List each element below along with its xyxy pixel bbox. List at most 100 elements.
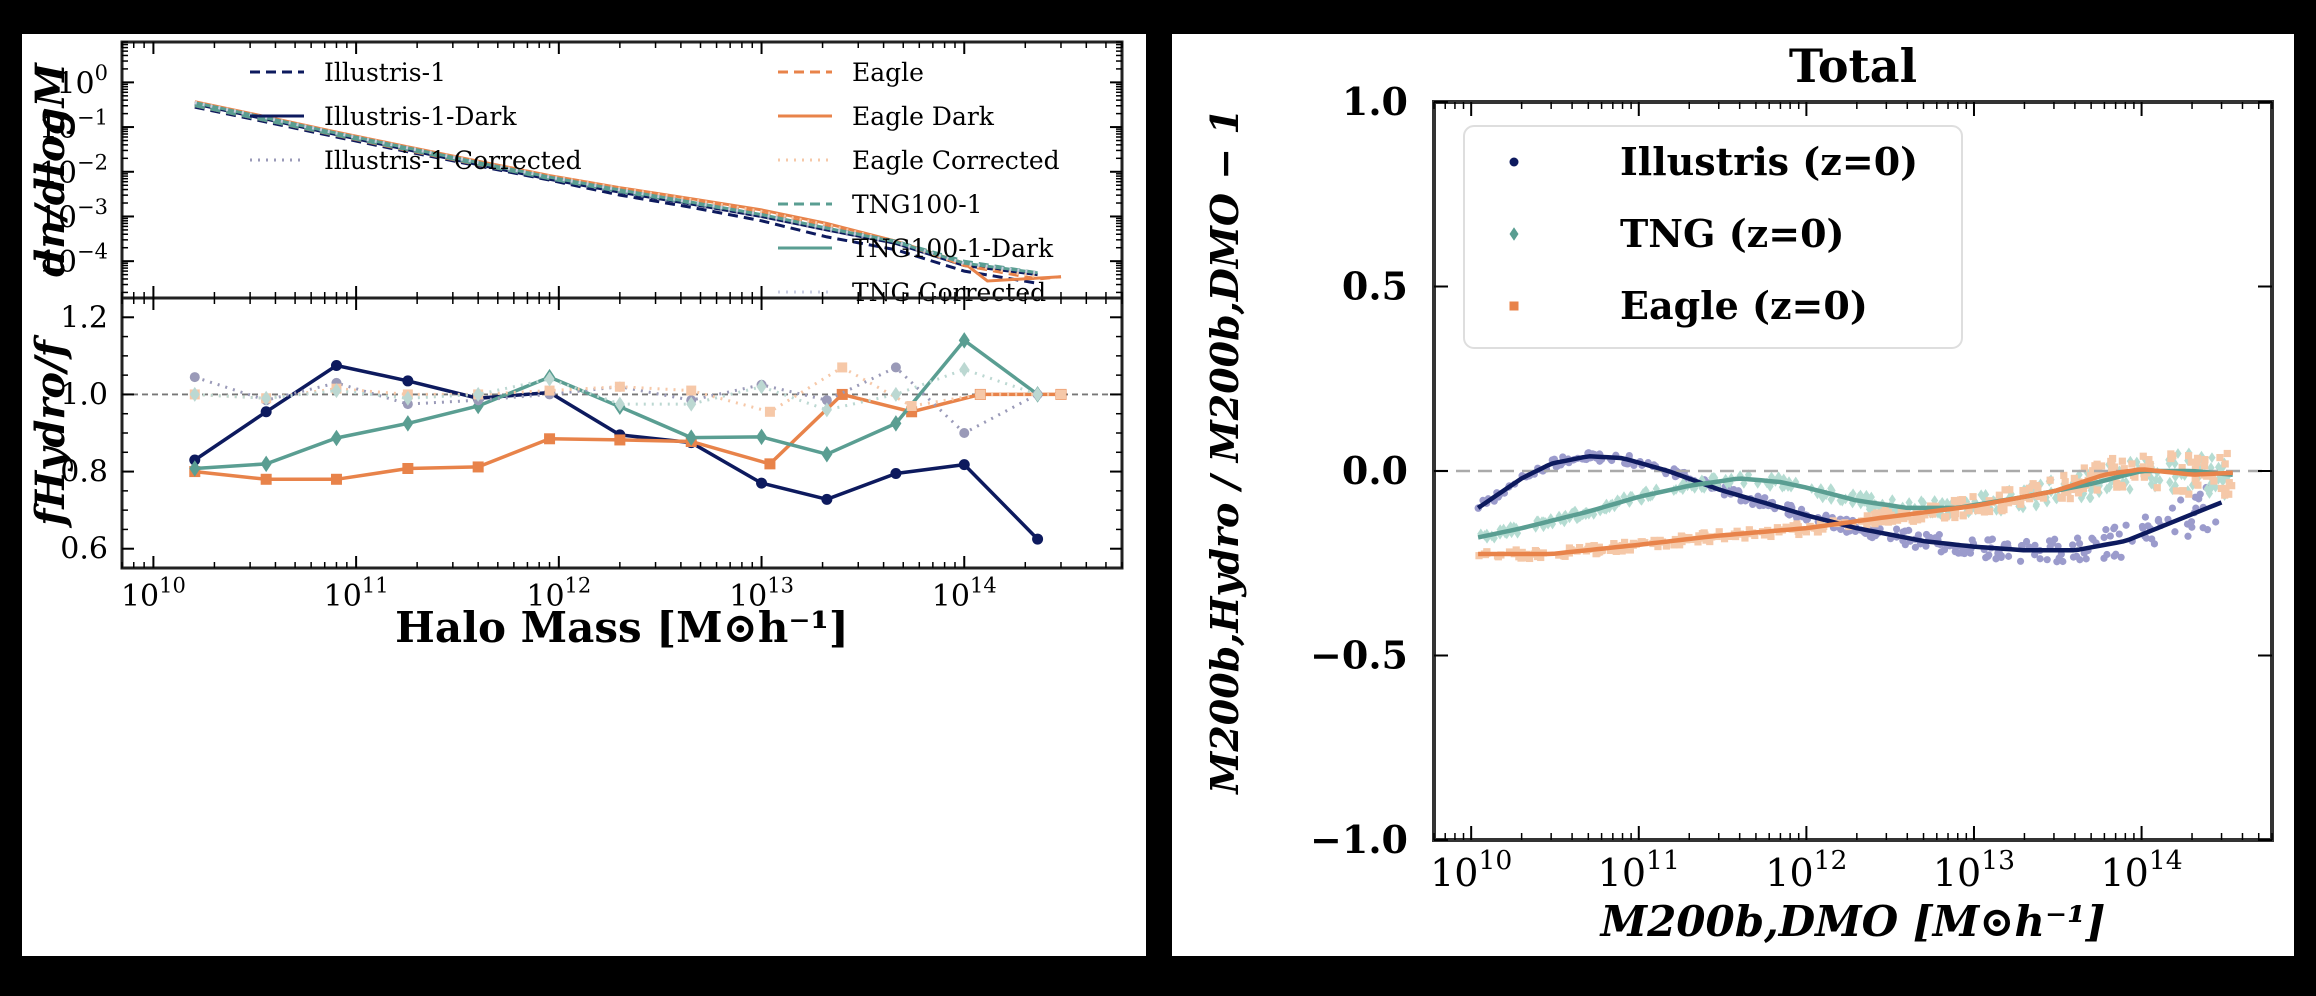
ratio-marker [402,375,414,387]
ratio-marker [544,371,555,387]
scatter-point [1508,527,1516,539]
scatter-point [2172,487,2180,495]
scatter-point [2129,471,2138,479]
scatter-point [1534,552,1542,561]
scatter-point [2046,476,2054,484]
ratio-marker [975,389,986,400]
scatter-point [2187,458,2195,466]
scatter-point [2066,494,2074,503]
scatter-point [2184,532,2192,540]
scatter-point [2035,492,2044,501]
scatter-point [1921,511,1929,519]
top-legend: Illustris-1 Illustris-1-Dark Illustris-1 C… [250,58,1060,307]
ratio-marker [1032,533,1044,545]
y-axis-label: M200b,Hydro / M200b,DMO − 1 [1202,108,1247,795]
scatter-point [2097,462,2106,470]
ratio-marker [821,395,832,406]
scatter-point [1813,528,1822,536]
legend-label: TNG100-1-Dark [852,234,1054,263]
scatter-point [1982,554,1990,562]
x-tick-label: 1010 [121,574,186,615]
scatter-point [2087,484,2095,496]
ratio-marker [890,386,901,402]
scatter-point [1741,534,1749,542]
scatter-point [2126,483,2134,495]
scatter-point [1914,516,1922,524]
ratio-marker [260,455,272,473]
scatter-point [2057,493,2065,501]
y-tick-label: 10−4 [39,240,108,281]
scatter-point [2110,525,2118,533]
scatter-point [1866,533,1874,541]
mass-function-line [194,101,1038,275]
scatter-point [1969,493,1977,501]
x-tick-label: 1014 [2100,845,2182,895]
scatter-point [2154,515,2163,524]
scatter-point [2093,486,2101,494]
scatter-point [1822,511,1830,519]
ratio-marker [1055,389,1066,400]
scatter-point [2116,483,2124,491]
scatter-point [2177,496,2185,504]
scatter-point [2210,477,2218,485]
scatter-point [2145,456,2153,464]
ratio-marker [959,428,970,438]
scatter-point [1618,547,1626,555]
scatter-point [2069,541,2077,549]
scatter-point [2194,481,2202,489]
legend-label: Eagle Corrected [852,146,1060,175]
legend-label: Eagle Dark [852,102,995,131]
scatter-point [1995,491,2003,499]
scatter-point [2128,460,2136,468]
ratio-marker [402,390,413,406]
scatter-point [2183,520,2192,528]
scatter-point [2080,549,2088,557]
legend-label: Illustris-1 Corrected [324,146,582,175]
ratio-marker [837,362,848,373]
scatter-point [2117,553,2125,561]
scatter-point [2039,494,2048,502]
scatter-point [2043,496,2051,508]
scatter-point [1677,532,1686,540]
x-tick-label: 1012 [1765,845,1847,895]
scatter-point [2217,484,2225,493]
scatter-point [1931,534,1940,542]
scatter-point [1637,538,1645,546]
scatter-point [2141,513,2150,521]
ratio-marker [472,461,484,473]
scatter-point [2221,491,2229,499]
scatter-point [2086,471,2095,480]
legend-label: TNG (z=0) [1620,211,1845,256]
ratio-marker [614,434,626,446]
scatter-point [2178,464,2186,472]
scatter-point [2087,492,2095,504]
ratio-marker [906,406,918,418]
scatter-point [2075,539,2084,548]
scatter-point [2139,524,2147,532]
scatter-point [1694,538,1702,546]
scatter-point [2115,530,2123,538]
scatter-point [2109,454,2117,463]
scatter-point [1794,527,1802,535]
scatter-point [2223,472,2231,483]
x-tick-label: 1010 [1430,845,1512,895]
mass-function-line [194,105,1038,285]
scatter-point [1863,522,1871,530]
ratio-marker [958,332,970,349]
ratio-marker [189,454,201,466]
scatter-point [1950,496,1959,505]
legend-label: Illustris-1 [324,58,446,87]
scatter-point [1892,525,1901,533]
scatter-point [1974,506,1982,515]
ratio-marker [614,381,625,392]
scatter-point [2185,490,2193,498]
y-tick-label: 0.0 [1342,448,1408,493]
scatter-point [2017,542,2026,550]
scatter-point [2211,481,2220,493]
y-tick-label: 10−3 [39,195,108,236]
ratio-marker [260,473,272,485]
scatter-point [1917,515,1926,523]
scatter-clouds [1474,447,2236,566]
ratio-marker [189,372,200,383]
